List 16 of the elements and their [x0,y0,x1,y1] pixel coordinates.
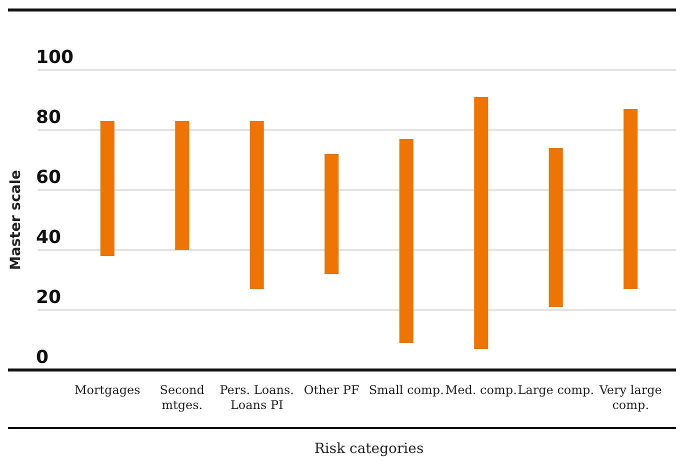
x-tick-label: Pers. Loans. Loans PI [220,383,294,412]
y-tick-label: 20 [36,287,62,308]
y-axis-title: Master scale [8,170,24,270]
y-tick-label: 0 [36,347,49,368]
x-tick-label: Other PF [304,383,360,397]
y-tick-label: 40 [36,227,62,248]
x-axis-title: Risk categories [314,441,424,457]
x-tick-label: Large comp. [518,383,594,397]
y-tick-label: 100 [36,47,74,68]
x-tick-label: Med. comp. [445,383,517,397]
y-tick-label: 80 [36,107,62,128]
x-tick-label: Very large comp. [598,383,662,412]
x-tick-label: Small comp. [368,383,444,397]
x-tick-label: Mortgages [74,383,140,397]
x-tick-label: Second mtges. [160,383,205,412]
y-tick-label: 60 [36,167,62,188]
